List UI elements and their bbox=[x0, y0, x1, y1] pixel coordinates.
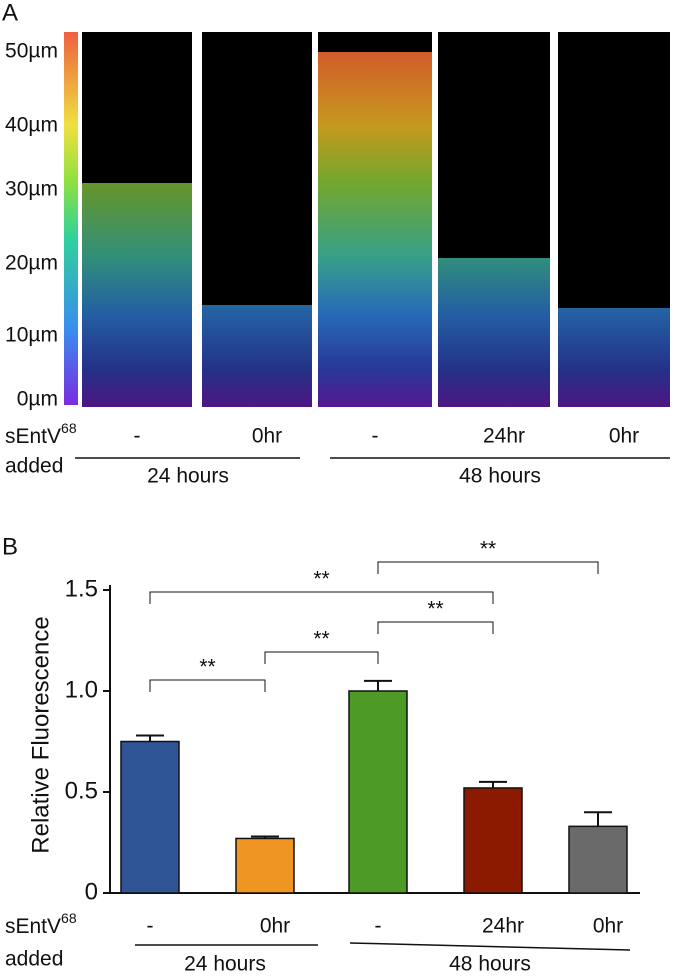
panel-a: A bbox=[2, 0, 670, 459]
panel-label: A bbox=[2, 0, 18, 26]
row-label-line2: added bbox=[5, 455, 63, 478]
bar bbox=[348, 690, 408, 894]
row-label: sEntV68 bbox=[5, 420, 77, 448]
x-tick-label: - bbox=[147, 915, 154, 938]
condition-label: 0hr bbox=[252, 425, 282, 448]
scale-label: 50µm bbox=[5, 40, 58, 63]
panel-label: B bbox=[2, 533, 18, 560]
row-label-sup: 68 bbox=[61, 420, 77, 436]
x-tick-label: 0hr bbox=[260, 915, 290, 938]
group-label: 48 hours bbox=[449, 953, 531, 976]
row-label: sEntV68 bbox=[5, 910, 77, 938]
significance-bracket bbox=[149, 679, 266, 692]
row-label-text: sEntV bbox=[5, 915, 61, 938]
condition-label: - bbox=[372, 425, 379, 448]
bar bbox=[235, 837, 295, 894]
x-tick-label: - bbox=[375, 915, 382, 938]
group-label: 48 hours bbox=[459, 465, 541, 488]
significance-label: ** bbox=[199, 656, 215, 679]
y-tick-label: 1.5 bbox=[65, 575, 98, 602]
significance-bracket bbox=[377, 621, 494, 634]
significance-label: ** bbox=[480, 538, 496, 561]
condition-label: 0hr bbox=[609, 425, 639, 448]
significance-label: ** bbox=[427, 598, 443, 621]
significance-label: ** bbox=[313, 628, 329, 651]
scale-label: 40µm bbox=[5, 114, 58, 137]
row-label-text: sEntV bbox=[5, 425, 61, 448]
images bbox=[82, 32, 670, 407]
bar bbox=[120, 740, 180, 894]
x-tick-label: 0hr bbox=[593, 915, 623, 938]
row-label-line2: added bbox=[5, 948, 63, 971]
color-scale bbox=[64, 32, 78, 405]
bar bbox=[463, 787, 523, 894]
scale-label: 10µm bbox=[5, 324, 58, 347]
significance-bracket bbox=[264, 651, 379, 664]
y-tick-label: 0.5 bbox=[65, 777, 98, 804]
significance-bracket bbox=[149, 591, 494, 604]
x-tick-label: 24hr bbox=[482, 915, 524, 938]
significance-bracket bbox=[377, 561, 599, 574]
bar bbox=[568, 825, 628, 894]
condition-label: 24hr bbox=[483, 425, 525, 448]
row-label-sup: 68 bbox=[61, 910, 77, 926]
group-line bbox=[349, 942, 631, 951]
scale-label: 30µm bbox=[5, 178, 58, 201]
significance-label: ** bbox=[313, 568, 329, 591]
scale-label: 20µm bbox=[5, 252, 58, 275]
y-tick-label: 0 bbox=[85, 878, 98, 905]
group-label: 24 hours bbox=[147, 465, 229, 488]
group-label: 24 hours bbox=[184, 953, 266, 976]
condition-label: - bbox=[134, 425, 141, 448]
scale-label: 0µm bbox=[17, 388, 58, 411]
y-tick-label: 1.0 bbox=[65, 676, 98, 703]
y-axis-label: Relative Fluorescence bbox=[27, 616, 54, 853]
